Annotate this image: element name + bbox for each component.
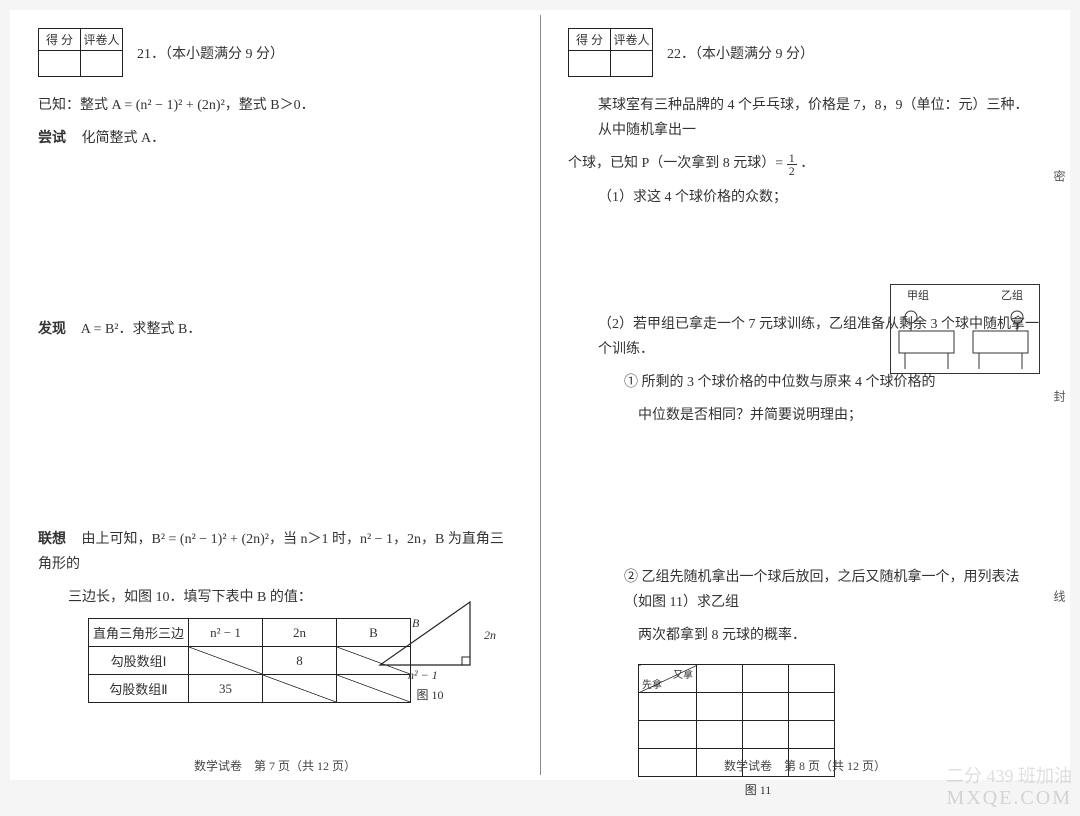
q22-number: 22．（本小题满分 9 分）	[667, 43, 814, 63]
illus-right-label: 乙组	[1001, 287, 1023, 303]
score-label: 得 分	[39, 29, 81, 51]
page-8: 得 分 评卷人 22．（本小题满分 9 分） 某球室有三种品牌的 4 个乒乓球，…	[540, 10, 1070, 780]
watermark-site: MXQE.COM	[947, 787, 1072, 810]
q21-find: 发现 A = B²．求整式 B．	[38, 317, 512, 342]
q22-part1: （1）求这 4 个球价格的众数；	[598, 185, 1042, 210]
grader-blank	[81, 51, 123, 77]
frac-num: 1	[787, 152, 797, 165]
workspace-2	[38, 351, 512, 519]
diag-header: 又拿 先拿	[639, 665, 697, 693]
intro2b: ．	[800, 156, 814, 171]
q22-header: 得 分 评卷人 22．（本小题满分 9 分）	[568, 28, 1042, 77]
workspace-1	[38, 159, 512, 309]
label-B: B	[412, 616, 419, 631]
pingpong-illustration: 甲组 乙组	[890, 284, 1040, 374]
triangle-table: 直角三角形三边 n² − 1 2n B 勾股数组Ⅰ 8 勾股数组Ⅱ 35	[88, 618, 411, 703]
q22-intro2: 个球，已知 P（一次拿到 8 元球）= 1 2 ．	[568, 151, 1042, 176]
score-box: 得 分 评卷人	[38, 28, 123, 77]
q22-part2-1b: 中位数是否相同？并简要说明理由；	[624, 403, 1042, 428]
exam-sheet: 得 分 评卷人 21．（本小题满分 9 分） 已知：整式 A = (n² − 1…	[10, 10, 1070, 780]
intro2a: 个球，已知 P（一次拿到 8 元球）=	[568, 156, 787, 171]
page-7: 得 分 评卷人 21．（本小题满分 9 分） 已知：整式 A = (n² − 1…	[10, 10, 540, 780]
q21-given: 已知：整式 A = (n² − 1)² + (2n)²，整式 B＞0．	[38, 93, 512, 118]
grader-label: 评卷人	[81, 29, 123, 51]
q21-try: 尝试 化简整式 A．	[38, 126, 512, 151]
score-blank	[39, 51, 81, 77]
side-char-feng: 封	[1051, 390, 1068, 402]
again-label: 又拿	[673, 666, 693, 681]
assoc-text-1: 由上可知，B² = (n² − 1)² + (2n)²，当 n＞1 时，n² −…	[38, 532, 504, 572]
find-text: A = B²．求整式 B．	[81, 322, 202, 337]
watermark-class: 二分 439 班加油	[946, 762, 1072, 788]
q22-part2-2a: ② 乙组先随机拿出一个球后放回，之后又随机拿一个，用列表法（如图 11）求乙组	[624, 565, 1042, 615]
fraction-half: 1 2	[787, 152, 797, 177]
illus-left-label: 甲组	[907, 287, 929, 303]
q21-number: 21．（本小题满分 9 分）	[137, 43, 284, 63]
th-1: 直角三角形三边	[89, 619, 189, 647]
footer-7: 数学试卷 第 7 页（共 12 页）	[10, 757, 540, 774]
r2c2-diag	[189, 647, 263, 675]
label-n2-1: n² − 1	[408, 668, 438, 683]
fig10-caption: 图 10	[370, 686, 490, 703]
grader-label-2: 评卷人	[611, 29, 653, 51]
score-label-2: 得 分	[569, 29, 611, 51]
r3c3-diag	[263, 675, 337, 703]
r2c3: 8	[263, 647, 337, 675]
r3c2: 35	[189, 675, 263, 703]
r2c1: 勾股数组Ⅰ	[89, 647, 189, 675]
th-3: 2n	[263, 619, 337, 647]
score-box-2: 得 分 评卷人	[568, 28, 653, 77]
r3c1: 勾股数组Ⅱ	[89, 675, 189, 703]
side-char-mi: 密	[1051, 170, 1068, 182]
q21-assoc-1: 联想 由上可知，B² = (n² − 1)² + (2n)²，当 n＞1 时，n…	[38, 527, 512, 577]
side-char-xian: 线	[1051, 590, 1068, 602]
th-2: n² − 1	[189, 619, 263, 647]
try-text: 化简整式 A．	[82, 131, 166, 146]
label-2n: 2n	[484, 628, 496, 643]
q22-intro1: 某球室有三种品牌的 4 个乒乓球，价格是 7，8，9（单位：元）三种．从中随机拿…	[598, 93, 1042, 143]
q22-part2-2b: 两次都拿到 8 元球的概率．	[624, 623, 1042, 648]
q21-header: 得 分 评卷人 21．（本小题满分 9 分）	[38, 28, 512, 77]
workspace-4	[568, 437, 1042, 557]
find-label: 发现	[38, 317, 78, 342]
frac-den: 2	[787, 165, 797, 177]
try-label: 尝试	[38, 126, 78, 151]
assoc-label: 联想	[38, 527, 78, 552]
fig11-caption: 图 11	[638, 781, 878, 798]
figure-10: B 2n n² − 1 图 10	[370, 590, 490, 700]
first-label: 先拿	[642, 676, 662, 691]
